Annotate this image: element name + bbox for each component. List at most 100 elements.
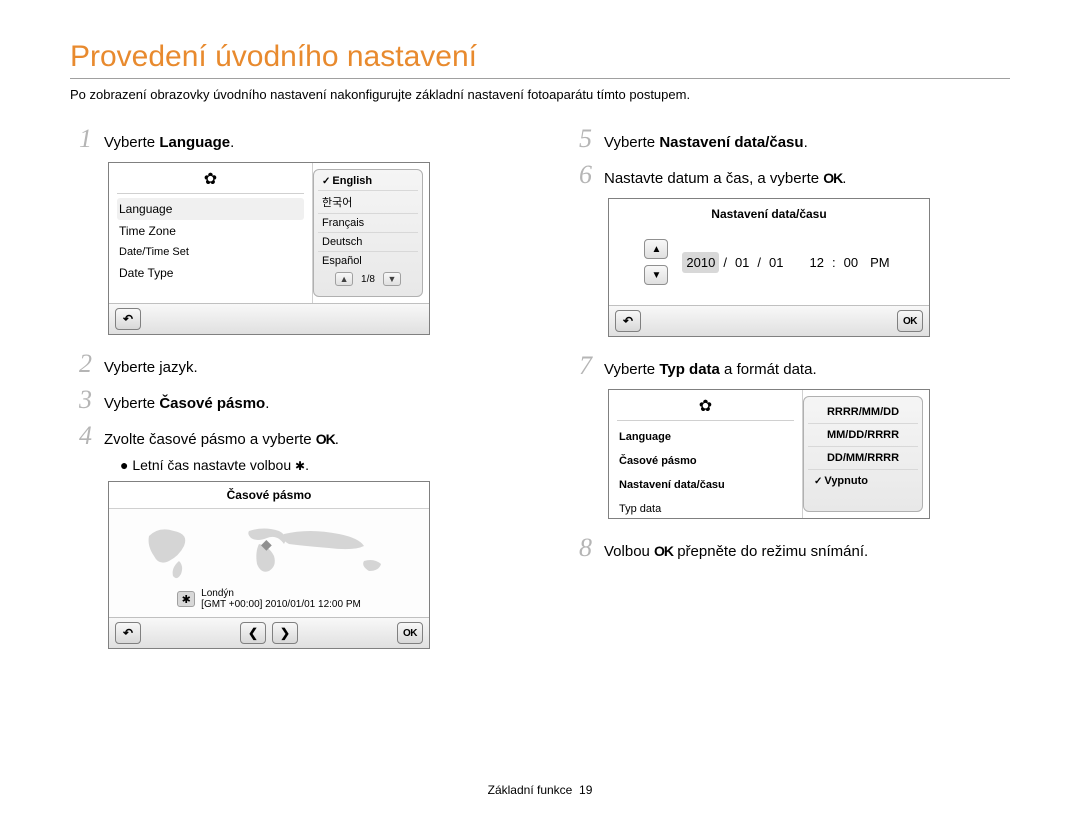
footer: Základní funkce 19 [0, 783, 1080, 797]
content-columns: 1 Vyberte Language. ✿ Language Time Zone… [70, 124, 1010, 663]
step-1: 1 Vyberte Language. [70, 124, 510, 154]
step-5: 5 Vyberte Nastavení data/času. [570, 124, 1010, 154]
settings-item[interactable]: Nastavení data/času [617, 473, 794, 497]
step-4-sub: ● Letní čas nastavte volbou ✱. [120, 457, 510, 473]
gmt-label: [GMT +00:00] 2010/01/01 12:00 PM [201, 599, 361, 610]
dtype-option[interactable]: RRRR/MM/DD [808, 401, 918, 424]
text-b: přepněte do režimu snímání. [673, 543, 868, 560]
step-prefix: Vyberte [104, 395, 159, 412]
sub-b: . [305, 457, 309, 473]
step-3: 3 Vyberte Časové pásmo. [70, 385, 510, 415]
dtype-option[interactable]: ✓Vypnuto [808, 470, 918, 492]
bottom-bar: ↶ [109, 303, 429, 334]
dtype-label: Vypnuto [824, 475, 868, 487]
step-number: 4 [70, 421, 92, 451]
settings-item-datetime[interactable]: Date/Time Set [117, 242, 304, 262]
step-number: 7 [570, 351, 592, 381]
language-screenshot: ✿ Language Time Zone Date/Time Set Date … [108, 162, 430, 335]
step-number: 3 [70, 385, 92, 415]
dst-icon[interactable]: ✱ [177, 591, 195, 607]
lang-option[interactable]: Deutsch [318, 233, 418, 252]
lang-option[interactable]: Español [318, 252, 418, 270]
text-a: Nastavte datum a čas, a vyberte [604, 170, 823, 187]
hour-field[interactable]: 12 [806, 252, 828, 273]
lang-label: English [332, 175, 372, 187]
page-down-button[interactable]: ▼ [383, 272, 401, 286]
settings-left-panel: ✿ Language Časové pásmo Nastavení data/č… [609, 390, 803, 518]
day-field[interactable]: 01 [765, 252, 787, 273]
datetype-options-panel: RRRR/MM/DD MM/DD/RRRR DD/MM/RRRR ✓Vypnut… [803, 396, 923, 512]
page-title: Provedení úvodního nastavení [70, 40, 1010, 79]
step-number: 2 [70, 349, 92, 379]
settings-item-datetype[interactable]: Date Type [117, 262, 304, 284]
dt-arrow-buttons: ▲ ▼ [644, 239, 668, 285]
minute-field[interactable]: 00 [840, 252, 862, 273]
pager-text: 1/8 [361, 274, 375, 285]
settings-item[interactable]: Typ data [617, 497, 794, 521]
step-prefix: Vyberte [604, 134, 659, 151]
city-label: Londýn [201, 588, 361, 599]
map-marker-icon: ◆ [261, 536, 272, 553]
sub-a: Letní čas nastavte volbou [132, 457, 295, 473]
separator: / [757, 255, 761, 270]
world-map-area: ◆ ✱ Londýn [GMT +00:00] 2010/01/01 12:00… [109, 509, 429, 617]
step-number: 5 [570, 124, 592, 154]
step-7: 7 Vyberte Typ data a formát data. [570, 351, 1010, 381]
dt-title: Nastavení data/času [609, 199, 929, 229]
step-number: 1 [70, 124, 92, 154]
settings-left-panel: ✿ Language Time Zone Date/Time Set Date … [109, 163, 313, 303]
year-field[interactable]: 2010 [682, 252, 719, 273]
back-button[interactable]: ↶ [615, 310, 641, 332]
step-text: Vyberte Typ data a formát data. [604, 359, 817, 378]
month-field[interactable]: 01 [731, 252, 753, 273]
up-button[interactable]: ▲ [644, 239, 668, 259]
step-number: 6 [570, 160, 592, 190]
gear-icon: ✿ [204, 169, 217, 189]
settings-item-timezone[interactable]: Time Zone [117, 220, 304, 242]
back-button[interactable]: ↶ [115, 622, 141, 644]
dtype-option[interactable]: MM/DD/RRRR [808, 424, 918, 447]
datetime-screenshot: Nastavení data/času ▲ ▼ 2010 / 01 / 01 1… [608, 198, 930, 337]
check-icon: ✓ [814, 476, 822, 487]
step-4: 4 Zvolte časové pásmo a vyberte OK. [70, 421, 510, 451]
lang-option[interactable]: 한국어 [318, 191, 418, 214]
settings-item[interactable]: Časové pásmo [617, 449, 794, 473]
text-a: Zvolte časové pásmo a vyberte [104, 431, 316, 448]
step-number: 8 [570, 533, 592, 563]
datetype-screenshot: ✿ Language Časové pásmo Nastavení data/č… [608, 389, 930, 519]
left-column: 1 Vyberte Language. ✿ Language Time Zone… [70, 124, 510, 663]
lang-option[interactable]: Français [318, 214, 418, 233]
back-button[interactable]: ↶ [115, 308, 141, 330]
step-text: Nastavte datum a čas, a vyberte OK. [604, 168, 846, 187]
step-suffix: . [804, 134, 808, 151]
datetime-fields: 2010 / 01 / 01 12 : 00 PM [682, 252, 893, 273]
bottom-bar: ↶ OK [609, 305, 929, 336]
page-number: 19 [579, 783, 592, 797]
gear-header: ✿ [117, 169, 304, 194]
step-suffix: a formát data. [720, 361, 817, 378]
ampm-field[interactable]: PM [866, 252, 894, 273]
ok-button[interactable]: OK [397, 622, 423, 644]
right-column: 5 Vyberte Nastavení data/času. 6 Nastavt… [570, 124, 1010, 663]
step-text: Vyberte Časové pásmo. [104, 393, 269, 412]
down-button[interactable]: ▼ [644, 265, 668, 285]
step-text: Vyberte jazyk. [104, 357, 198, 376]
settings-item[interactable]: Language [617, 425, 794, 449]
step-text: Zvolte časové pásmo a vyberte OK. [104, 429, 339, 448]
right-button[interactable]: ❯ [272, 622, 298, 644]
gear-icon: ✿ [699, 396, 712, 416]
tz-title: Časové pásmo [109, 482, 429, 509]
lang-option[interactable]: ✓English [318, 172, 418, 191]
separator: : [832, 255, 836, 270]
step-bold: Časové pásmo [159, 395, 265, 412]
left-button[interactable]: ❮ [240, 622, 266, 644]
ok-icon: OK [654, 543, 673, 559]
step-2: 2 Vyberte jazyk. [70, 349, 510, 379]
step-6: 6 Nastavte datum a čas, a vyberte OK. [570, 160, 1010, 190]
settings-item-language[interactable]: Language [117, 198, 304, 220]
page-up-button[interactable]: ▲ [335, 272, 353, 286]
step-suffix: . [265, 395, 269, 412]
ok-button[interactable]: OK [897, 310, 923, 332]
step-bold: Nastavení data/času [659, 134, 803, 151]
dtype-option[interactable]: DD/MM/RRRR [808, 447, 918, 470]
